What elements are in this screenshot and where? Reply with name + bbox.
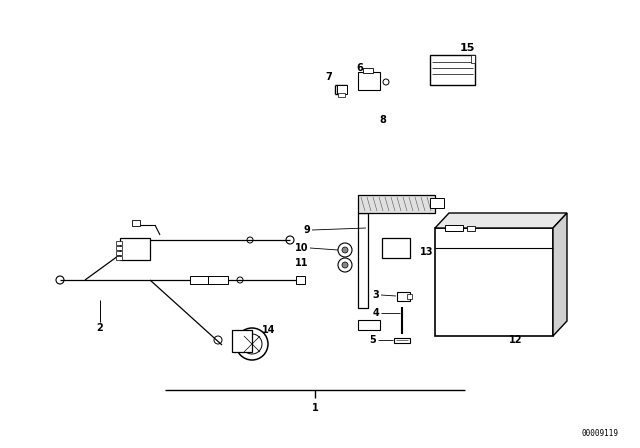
Text: 12: 12 — [509, 335, 523, 345]
Bar — [337, 85, 347, 94]
Bar — [116, 256, 122, 260]
Bar — [338, 93, 345, 97]
Bar — [190, 276, 210, 284]
Bar — [471, 55, 475, 63]
Circle shape — [342, 262, 348, 268]
Text: 7: 7 — [325, 72, 332, 82]
Bar — [232, 330, 252, 352]
Text: 6: 6 — [356, 63, 364, 73]
Bar — [407, 294, 412, 299]
Bar — [358, 320, 380, 330]
Bar — [363, 68, 373, 73]
Polygon shape — [553, 213, 567, 336]
Text: 10: 10 — [294, 243, 308, 253]
Bar — [358, 213, 368, 308]
Bar — [467, 226, 475, 231]
Text: 8: 8 — [380, 115, 387, 125]
Text: 3: 3 — [372, 290, 379, 300]
Bar — [394, 338, 410, 343]
Circle shape — [342, 247, 348, 253]
Bar — [430, 198, 444, 208]
Bar — [445, 225, 463, 231]
Bar — [208, 276, 228, 284]
Bar — [296, 276, 305, 284]
Text: 5: 5 — [369, 335, 376, 345]
Bar — [120, 238, 150, 260]
Text: 11: 11 — [294, 258, 308, 268]
Bar — [132, 220, 140, 226]
Text: 00009119: 00009119 — [581, 429, 618, 438]
Polygon shape — [435, 213, 567, 228]
Bar — [382, 238, 410, 258]
Text: 2: 2 — [97, 323, 104, 333]
Bar — [116, 241, 122, 245]
Bar — [430, 55, 475, 85]
Text: 13: 13 — [420, 247, 433, 257]
Bar — [435, 228, 553, 336]
Text: 14: 14 — [262, 325, 275, 335]
Bar — [358, 195, 435, 213]
Bar — [116, 246, 122, 250]
Text: 4: 4 — [372, 308, 379, 318]
Bar — [358, 72, 380, 90]
Bar — [397, 292, 410, 301]
Text: 1: 1 — [312, 403, 318, 413]
Bar — [116, 251, 122, 255]
Text: 9: 9 — [303, 225, 310, 235]
Text: 15: 15 — [460, 43, 475, 53]
